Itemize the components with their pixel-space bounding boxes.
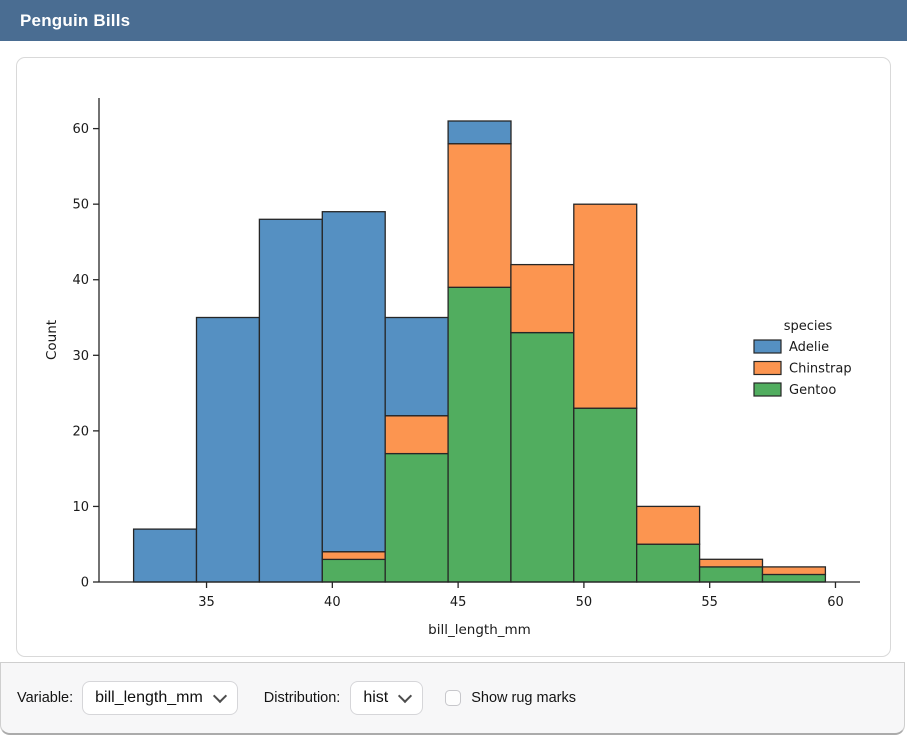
chart-card: 0 10 20 30 40 50 60 35 40 45 50 55 60 bill_length_mm C…	[16, 57, 891, 657]
svg-text:Adelie: Adelie	[789, 340, 829, 355]
svg-text:45: 45	[450, 595, 467, 610]
chevron-down-icon	[212, 688, 227, 703]
svg-text:30: 30	[72, 349, 89, 364]
svg-text:55: 55	[701, 595, 718, 610]
svg-text:50: 50	[72, 198, 89, 213]
distribution-dropdown-value: hist	[363, 689, 389, 706]
distribution-dropdown[interactable]: hist	[350, 681, 424, 715]
rug-checkbox-label: Show rug marks	[471, 690, 576, 706]
svg-text:35: 35	[198, 595, 215, 610]
distribution-label: Distribution:	[263, 690, 341, 706]
svg-text:60: 60	[72, 122, 89, 137]
control-bar: Variable: bill_length_mm Distribution: h…	[0, 662, 905, 735]
variable-dropdown-value: bill_length_mm	[95, 689, 203, 706]
svg-text:Gentoo: Gentoo	[789, 383, 836, 398]
variable-dropdown[interactable]: bill_length_mm	[82, 681, 238, 715]
title-bar: Penguin Bills	[0, 0, 907, 41]
window-title: Penguin Bills	[20, 10, 131, 30]
variable-label: Variable:	[17, 690, 74, 706]
x-axis-label: bill_length_mm	[428, 622, 531, 638]
chevron-down-icon	[398, 688, 413, 703]
rug-checkbox[interactable]	[445, 690, 462, 706]
svg-text:60: 60	[827, 595, 844, 610]
svg-text:50: 50	[576, 595, 593, 610]
svg-text:20: 20	[72, 424, 89, 439]
svg-text:40: 40	[72, 273, 89, 288]
svg-text:Chinstrap: Chinstrap	[789, 362, 852, 377]
svg-text:10: 10	[72, 500, 89, 515]
legend-title: species	[784, 319, 833, 334]
svg-text:0: 0	[81, 576, 89, 591]
chart: 0 10 20 30 40 50 60 35 40 45 50 55 60 bill_length_mm C…	[44, 98, 860, 638]
svg-text:40: 40	[324, 595, 341, 610]
y-axis-label: Count	[44, 320, 60, 360]
